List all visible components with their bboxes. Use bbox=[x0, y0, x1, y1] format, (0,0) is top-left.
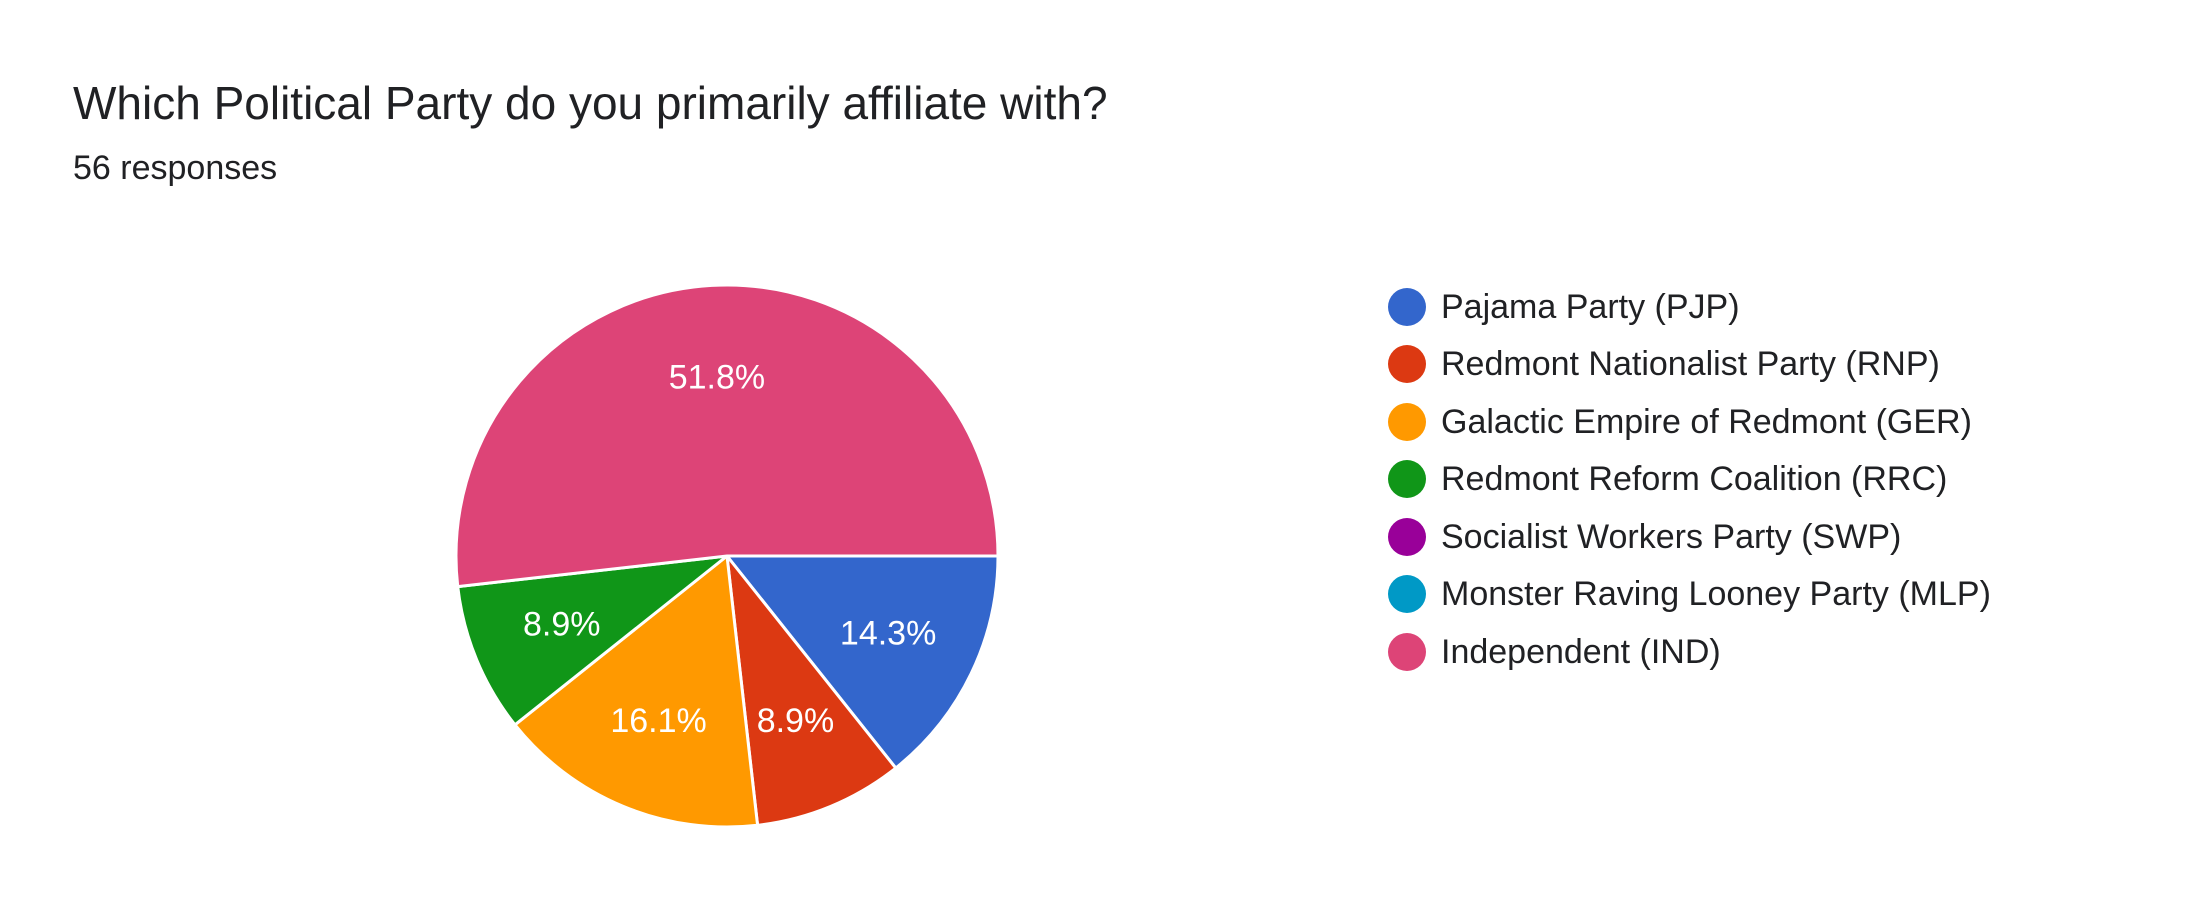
legend-label-3: Redmont Reform Coalition (RRC) bbox=[1441, 460, 1948, 499]
legend-swatch-6 bbox=[1388, 632, 1426, 671]
legend-swatch-4 bbox=[1388, 517, 1426, 556]
chart-legend: Pajama Party (PJP) Redmont Nationalist Pa… bbox=[1388, 278, 1991, 681]
legend-swatch-0 bbox=[1388, 287, 1426, 326]
legend-label-0: Pajama Party (PJP) bbox=[1441, 287, 1740, 326]
chart-title: Which Political Party do you primarily a… bbox=[73, 77, 1108, 129]
pie-slice-label-6: 51.8% bbox=[669, 358, 765, 396]
legend-item-4[interactable]: Socialist Workers Party (SWP) bbox=[1388, 508, 1991, 566]
pie-slice-2[interactable] bbox=[513, 554, 760, 829]
legend-label-1: Redmont Nationalist Party (RNP) bbox=[1441, 345, 1940, 384]
legend-item-6[interactable]: Independent (IND) bbox=[1388, 623, 1991, 681]
legend-swatch-1 bbox=[1388, 345, 1426, 384]
legend-item-5[interactable]: Monster Raving Looney Party (MLP) bbox=[1388, 566, 1991, 624]
legend-label-2: Galactic Empire of Redmont (GER) bbox=[1441, 402, 1972, 441]
pie-slice-label-1: 8.9% bbox=[757, 702, 835, 740]
legend-swatch-5 bbox=[1388, 575, 1426, 614]
response-count: 56 responses bbox=[73, 149, 278, 187]
legend-item-1[interactable]: Redmont Nationalist Party (RNP) bbox=[1388, 336, 1991, 394]
legend-label-5: Monster Raving Looney Party (MLP) bbox=[1441, 575, 1991, 614]
pie-slice-1[interactable] bbox=[725, 554, 898, 827]
legend-label-4: Socialist Workers Party (SWP) bbox=[1441, 517, 1902, 556]
legend-item-3[interactable]: Redmont Reform Coalition (RRC) bbox=[1388, 451, 1991, 509]
pie-slice-3[interactable] bbox=[456, 554, 729, 727]
legend-swatch-2 bbox=[1388, 402, 1426, 441]
pie-slice-label-3: 8.9% bbox=[523, 605, 601, 643]
pie-slice-label-2: 16.1% bbox=[610, 702, 706, 740]
legend-item-0[interactable]: Pajama Party (PJP) bbox=[1388, 278, 1991, 336]
pie-slice-6[interactable] bbox=[454, 283, 1000, 589]
legend-swatch-3 bbox=[1388, 460, 1426, 499]
pie-slices bbox=[454, 283, 1000, 829]
pie-slice-0[interactable] bbox=[725, 554, 1000, 770]
pie-labels: 14.3% 8.9% 16.1% 8.9% 51.8% bbox=[523, 358, 936, 740]
legend-item-2[interactable]: Galactic Empire of Redmont (GER) bbox=[1388, 393, 1991, 451]
legend-label-6: Independent (IND) bbox=[1441, 632, 1721, 671]
pie-slice-label-0: 14.3% bbox=[840, 615, 936, 653]
